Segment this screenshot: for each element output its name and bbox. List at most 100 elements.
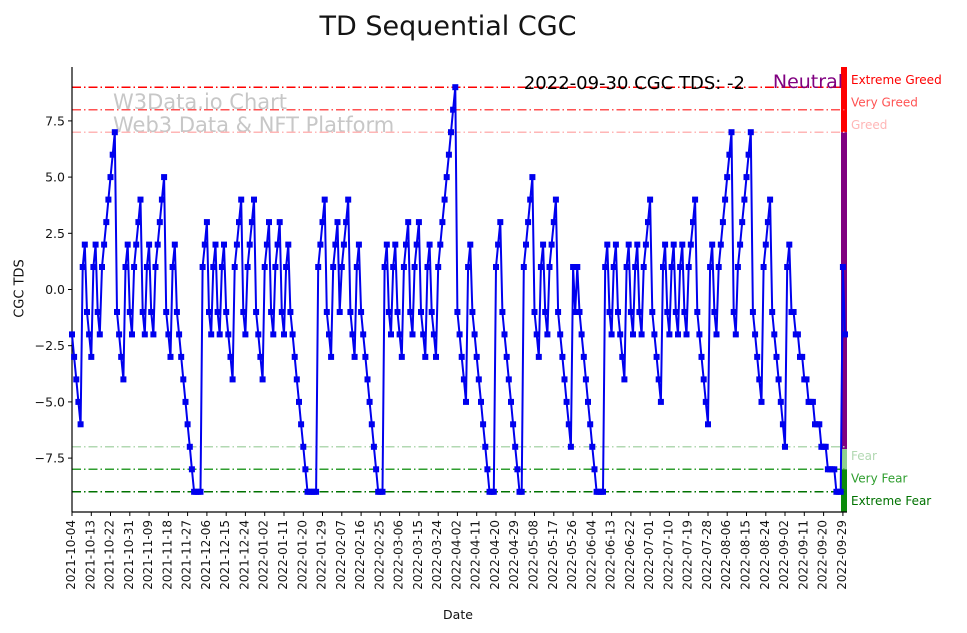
- data-point-marker: [345, 196, 352, 203]
- data-point-marker: [690, 219, 696, 226]
- data-point-marker: [730, 309, 737, 315]
- data-point-marker: [242, 331, 249, 338]
- data-point-marker: [385, 309, 392, 315]
- data-point-marker: [660, 264, 666, 270]
- data-point-marker: [388, 331, 394, 338]
- data-point-marker: [409, 331, 416, 338]
- x-tick-label: 2022-01-02: [257, 520, 271, 590]
- x-tick-label: 2022-05-26: [565, 520, 579, 590]
- data-point-marker: [319, 219, 326, 226]
- data-point-marker: [831, 466, 838, 473]
- data-point-marker: [546, 264, 553, 270]
- data-point-marker: [743, 174, 750, 181]
- x-tick-label: 2022-04-11: [469, 520, 483, 590]
- data-point-marker: [664, 309, 671, 315]
- x-tick-label: 2021-10-31: [122, 520, 136, 590]
- x-tick-label: 2022-02-16: [353, 520, 367, 590]
- data-point-marker: [480, 421, 487, 428]
- data-point-marker: [677, 264, 684, 270]
- data-point-marker: [591, 466, 598, 473]
- data-point-marker: [424, 264, 431, 270]
- data-point-marker: [422, 353, 429, 360]
- data-point-marker: [685, 264, 692, 270]
- data-point-marker: [495, 241, 502, 248]
- data-point-marker: [347, 309, 354, 315]
- data-point-marker: [790, 309, 797, 315]
- data-point-marker: [392, 241, 399, 248]
- x-tick-label: 2022-09-11: [796, 520, 810, 590]
- data-point-marker: [749, 309, 756, 315]
- x-tick-label: 2021-10-22: [103, 520, 117, 590]
- data-point-marker: [490, 488, 497, 495]
- x-tick-label: 2022-09-29: [835, 520, 849, 590]
- x-tick-label: 2021-10-04: [64, 520, 78, 590]
- data-point-marker: [141, 331, 148, 338]
- data-point-marker: [315, 264, 322, 270]
- data-point-marker: [370, 443, 377, 450]
- data-point-marker: [407, 309, 414, 315]
- data-point-marker: [619, 353, 626, 360]
- x-tick-label: 2021-12-15: [218, 520, 232, 590]
- data-point-marker: [666, 331, 673, 338]
- data-point-marker: [203, 219, 210, 226]
- data-point-marker: [441, 196, 448, 203]
- data-point-marker: [272, 264, 279, 270]
- data-point-marker: [452, 84, 459, 91]
- data-point-marker: [248, 219, 255, 226]
- threshold-label: Very Greed: [851, 96, 918, 110]
- data-point-marker: [752, 331, 759, 338]
- y-axis-label: CGC TDS: [12, 259, 28, 318]
- data-point-marker: [439, 219, 446, 226]
- x-tick-label: 2022-05-08: [527, 520, 541, 590]
- x-tick-label: 2021-12-24: [237, 520, 251, 590]
- x-tick-label: 2022-06-04: [584, 520, 598, 590]
- data-point-marker: [816, 421, 823, 428]
- y-tick-label: −5.0: [35, 394, 65, 409]
- data-point-marker: [505, 376, 512, 383]
- data-point-marker: [608, 331, 615, 338]
- data-point-marker: [99, 264, 105, 270]
- data-point-marker: [171, 241, 178, 248]
- data-point-marker: [137, 196, 144, 203]
- data-point-marker: [602, 264, 609, 270]
- data-point-marker: [719, 219, 726, 226]
- data-point-marker: [782, 443, 788, 450]
- data-point-marker: [649, 309, 656, 315]
- data-point-marker: [287, 309, 294, 315]
- data-point-marker: [769, 309, 776, 315]
- data-point-marker: [707, 264, 714, 270]
- data-point-marker: [445, 151, 452, 158]
- data-point-marker: [700, 376, 707, 383]
- data-point-marker: [298, 421, 305, 428]
- data-point-marker: [585, 398, 591, 405]
- data-point-marker: [574, 264, 581, 270]
- data-point-marker: [467, 241, 474, 248]
- data-point-marker: [208, 331, 215, 338]
- data-point-marker: [218, 264, 225, 270]
- data-point-marker: [589, 443, 596, 450]
- data-point-marker: [561, 376, 568, 383]
- data-point-marker: [623, 264, 630, 270]
- data-point-marker: [263, 241, 270, 248]
- data-point-marker: [529, 174, 536, 181]
- data-point-marker: [557, 331, 564, 338]
- threshold-label: Fear: [851, 449, 877, 463]
- data-point-marker: [734, 264, 741, 270]
- data-point-marker: [300, 443, 307, 450]
- data-point-marker: [726, 151, 733, 158]
- data-point-marker: [582, 376, 589, 383]
- data-point-marker: [116, 331, 123, 338]
- data-point-marker: [274, 241, 281, 248]
- data-point-marker: [657, 398, 664, 405]
- data-point-marker: [497, 219, 504, 226]
- x-tick-label: 2021-11-09: [141, 520, 155, 590]
- data-point-marker: [465, 264, 472, 270]
- data-point-marker: [261, 264, 268, 270]
- data-point-marker: [349, 331, 356, 338]
- data-point-marker: [645, 219, 651, 226]
- data-point-marker: [672, 309, 679, 315]
- x-tick-label: 2022-08-06: [719, 520, 733, 590]
- data-point-marker: [771, 331, 778, 338]
- data-point-marker: [580, 353, 587, 360]
- data-point-marker: [161, 174, 168, 181]
